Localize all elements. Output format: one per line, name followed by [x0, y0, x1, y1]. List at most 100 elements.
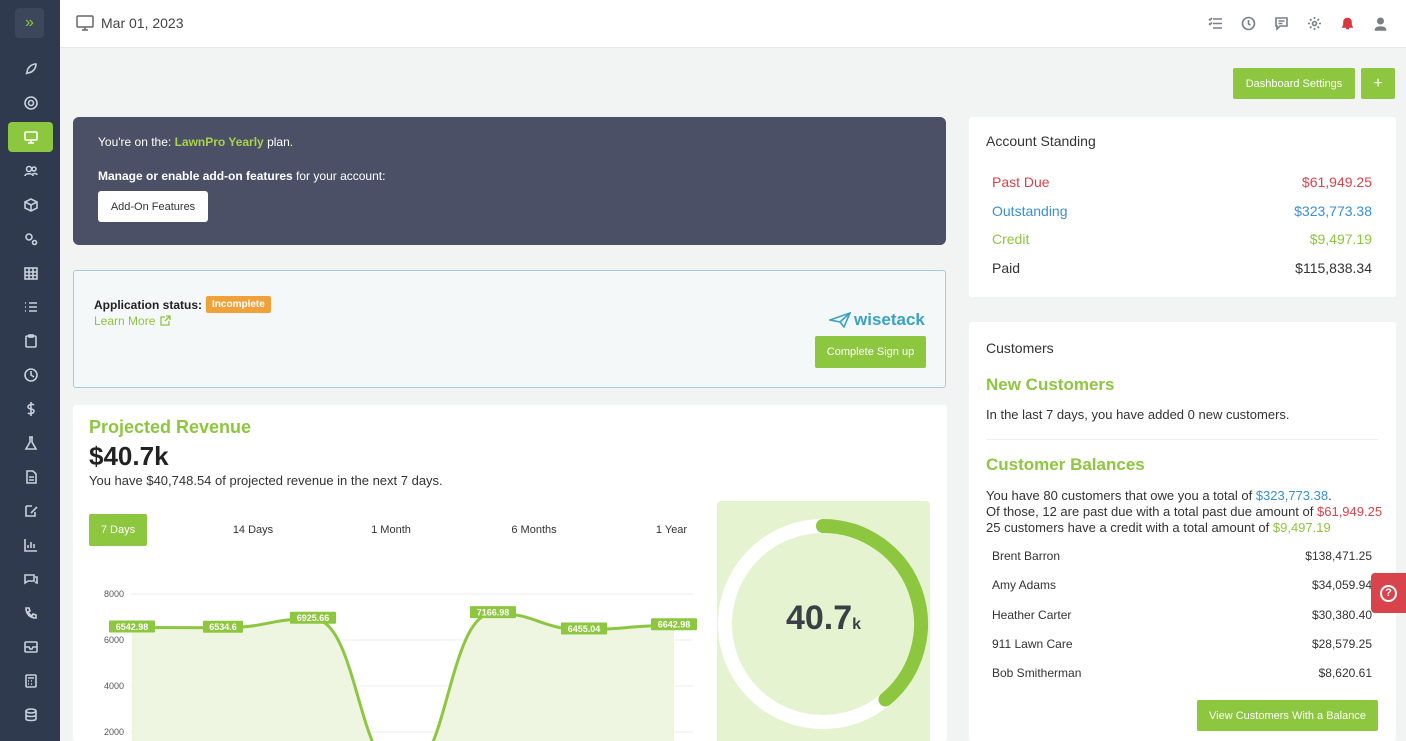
- customers-icon[interactable]: [8, 156, 53, 186]
- balance-row[interactable]: Heather Carter $30,380.40: [992, 608, 1372, 622]
- sidebar: »: [0, 0, 60, 741]
- customer-balances-heading: Customer Balances: [986, 455, 1145, 474]
- plan-prefix: You're on the:: [98, 135, 175, 149]
- clock-icon[interactable]: [1241, 16, 1256, 31]
- customer-name: Bob Smitherman: [992, 666, 1082, 680]
- y-tick-label: 6000: [104, 635, 124, 645]
- account-row-value: $61,949.25: [1301, 174, 1372, 190]
- paper-plane-icon: [829, 312, 851, 328]
- clock-icon[interactable]: [8, 360, 53, 390]
- expand-sidebar-icon[interactable]: »: [15, 8, 44, 38]
- inbox-icon[interactable]: [8, 632, 53, 662]
- balances-text: You have 80 customers that owe you a tot…: [986, 488, 1256, 503]
- point-label: 7166.98: [477, 608, 510, 618]
- balances-period: .: [1328, 488, 1332, 503]
- gauge-value: 40.7k: [717, 599, 930, 638]
- tab-1-month[interactable]: 1 Month: [371, 524, 411, 536]
- status-badge: Incomplete: [206, 296, 271, 313]
- dashboard-settings-button[interactable]: Dashboard Settings: [1233, 68, 1355, 99]
- view-customers-with-balance-button[interactable]: View Customers With a Balance: [1197, 700, 1378, 731]
- tab-7-days[interactable]: 7 Days: [89, 514, 147, 546]
- tab-14-days[interactable]: 14 Days: [232, 524, 274, 536]
- point-label: 6534.6: [209, 622, 237, 632]
- chart-icon[interactable]: [8, 530, 53, 560]
- gauge-arc: [816, 519, 928, 707]
- customer-name: 911 Lawn Care: [992, 637, 1073, 651]
- plan-suffix: plan.: [263, 135, 294, 149]
- account-row-value: $115,838.34: [1295, 260, 1372, 276]
- dashboard-icon[interactable]: [8, 122, 53, 152]
- account-row-credit[interactable]: Credit $9,497.19: [992, 231, 1372, 247]
- balance-row[interactable]: Bob Smitherman $8,620.61: [992, 666, 1372, 680]
- addon-bold: Manage or enable add-on features: [98, 169, 293, 183]
- balance-row[interactable]: Amy Adams $34,059.94: [992, 578, 1372, 592]
- wisetack-logo: wisetack: [829, 310, 925, 330]
- chat-icon[interactable]: [1274, 16, 1289, 31]
- customers-card: Customers New Customers In the last 7 da…: [969, 322, 1396, 741]
- point-label: 6925.66: [297, 613, 330, 623]
- settings-icon[interactable]: [8, 224, 53, 254]
- series-area: [132, 613, 674, 741]
- point-label: 6642.98: [658, 620, 691, 630]
- plan-line: You're on the: LawnPro Yearly plan.: [98, 135, 293, 149]
- balances-past-due-value: $61,949.25: [1317, 504, 1383, 519]
- customer-balance: $8,620.61: [1318, 666, 1372, 680]
- rocket-icon[interactable]: [8, 54, 53, 84]
- box-icon[interactable]: [8, 190, 53, 220]
- account-row-label: Outstanding: [992, 203, 1068, 219]
- account-row-past-due[interactable]: Past Due $61,949.25: [992, 174, 1372, 190]
- account-standing-title: Account Standing: [986, 133, 1096, 149]
- point-label-bg: [109, 620, 155, 633]
- account-row-outstanding[interactable]: Outstanding $323,773.38: [992, 203, 1372, 219]
- add-widget-button[interactable]: +: [1361, 68, 1395, 99]
- chat-icon[interactable]: [8, 564, 53, 594]
- clipboard-icon[interactable]: [8, 326, 53, 356]
- balances-text: 25 customers have a credit with a total …: [986, 520, 1273, 535]
- gauge-ring: [718, 519, 928, 729]
- balance-row[interactable]: 911 Lawn Care $28,579.25: [992, 637, 1372, 651]
- point-label-bg: [203, 620, 243, 633]
- point-label: 6455.04: [568, 624, 601, 634]
- complete-signup-button[interactable]: Complete Sign up: [815, 336, 926, 368]
- document-icon[interactable]: [8, 462, 53, 492]
- signature-icon[interactable]: [8, 496, 53, 526]
- balance-row[interactable]: Brent Barron $138,471.25: [992, 549, 1372, 563]
- gear-icon[interactable]: [1307, 16, 1322, 31]
- learn-more-label: Learn More: [94, 314, 156, 328]
- projected-revenue-card: Projected Revenue $40.7k You have $40,74…: [73, 405, 947, 741]
- tasks-icon[interactable]: [1208, 16, 1223, 31]
- tab-6-months[interactable]: 6 Months: [511, 524, 557, 536]
- y-tick-label: 2000: [104, 727, 124, 737]
- tab-1-year[interactable]: 1 Year: [655, 524, 688, 536]
- customer-name: Heather Carter: [992, 608, 1072, 622]
- external-link-icon: [160, 315, 172, 326]
- y-tick-label: 4000: [104, 681, 124, 691]
- balances-line-3: 25 customers have a credit with a total …: [986, 520, 1331, 535]
- dollar-icon[interactable]: [8, 394, 53, 424]
- balances-credit-value: $9,497.19: [1272, 520, 1331, 535]
- account-row-label: Paid: [992, 260, 1021, 276]
- addon-features-button[interactable]: Add-On Features: [98, 191, 208, 222]
- user-icon[interactable]: [1373, 16, 1388, 31]
- bell-icon[interactable]: [1340, 16, 1355, 31]
- database-icon[interactable]: [8, 700, 53, 730]
- account-row-value: $323,773.38: [1294, 203, 1372, 219]
- calculator-icon[interactable]: [8, 666, 53, 696]
- flask-icon[interactable]: [8, 428, 53, 458]
- help-button[interactable]: ?: [1371, 573, 1406, 613]
- plan-name: LawnPro Yearly: [174, 135, 264, 149]
- account-row-paid[interactable]: Paid $115,838.34: [992, 260, 1372, 276]
- calendar-icon[interactable]: [8, 258, 53, 288]
- customer-name: Amy Adams: [992, 578, 1057, 592]
- wisetack-card: Application status: Incomplete Learn Mor…: [73, 270, 946, 388]
- learn-more-link[interactable]: Learn More: [94, 314, 172, 328]
- customer-balance: $138,471.25: [1305, 549, 1372, 563]
- account-row-label: Credit: [992, 231, 1030, 247]
- support-icon[interactable]: [8, 88, 53, 118]
- top-bar: Mar 01, 2023: [60, 0, 1406, 48]
- help-icon: ?: [1380, 584, 1397, 602]
- list-icon[interactable]: [8, 292, 53, 322]
- new-customers-heading: New Customers: [986, 375, 1115, 394]
- phone-icon[interactable]: [8, 598, 53, 628]
- point-label-bg: [561, 622, 607, 635]
